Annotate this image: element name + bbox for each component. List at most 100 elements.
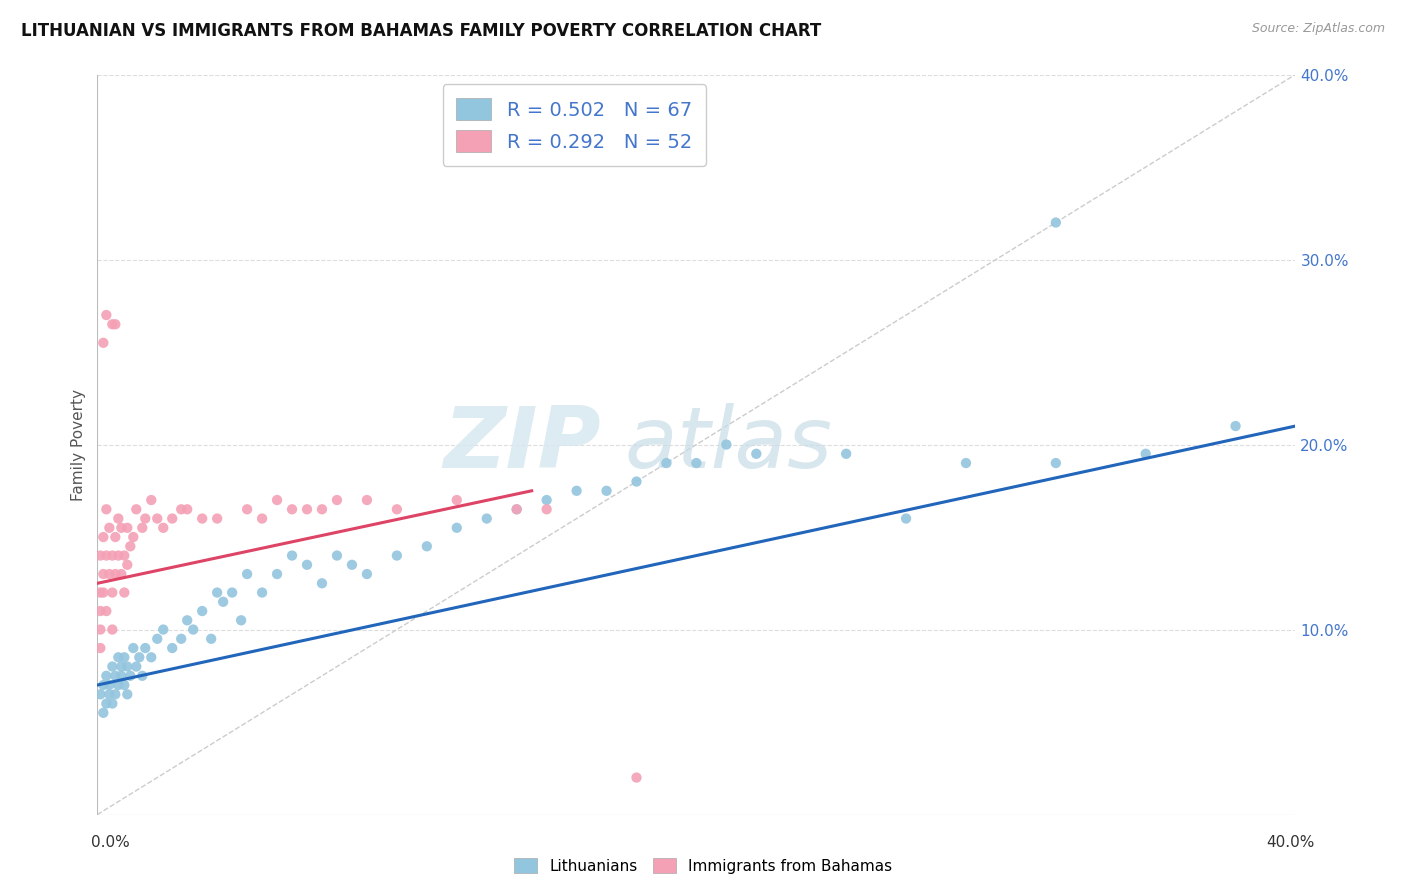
Point <box>146 511 169 525</box>
Point <box>125 659 148 673</box>
Point <box>120 539 142 553</box>
Point <box>191 511 214 525</box>
Point <box>505 502 527 516</box>
Point <box>122 530 145 544</box>
Point <box>101 623 124 637</box>
Point <box>89 585 111 599</box>
Point <box>655 456 678 470</box>
Point <box>176 613 198 627</box>
Point <box>93 530 115 544</box>
Point <box>160 511 183 525</box>
Point <box>117 558 139 572</box>
Point <box>160 641 183 656</box>
Point <box>446 521 468 535</box>
Text: 40.0%: 40.0% <box>1267 836 1315 850</box>
Point <box>221 585 243 599</box>
Point <box>295 502 318 516</box>
Point <box>134 641 156 656</box>
Point <box>112 549 135 563</box>
Point <box>117 659 139 673</box>
Point <box>104 567 127 582</box>
Legend: Lithuanians, Immigrants from Bahamas: Lithuanians, Immigrants from Bahamas <box>508 852 898 880</box>
Text: LITHUANIAN VS IMMIGRANTS FROM BAHAMAS FAMILY POVERTY CORRELATION CHART: LITHUANIAN VS IMMIGRANTS FROM BAHAMAS FA… <box>21 22 821 40</box>
Point <box>475 511 498 525</box>
Point <box>117 521 139 535</box>
Point <box>955 456 977 470</box>
Point <box>93 706 115 720</box>
Point <box>112 678 135 692</box>
Point <box>385 502 408 516</box>
Point <box>356 567 378 582</box>
Point <box>96 697 118 711</box>
Point <box>112 650 135 665</box>
Point <box>131 669 153 683</box>
Point <box>356 493 378 508</box>
Point <box>98 567 121 582</box>
Y-axis label: Family Poverty: Family Poverty <box>72 389 86 500</box>
Point <box>181 623 204 637</box>
Point <box>122 641 145 656</box>
Point <box>626 771 648 785</box>
Point <box>101 659 124 673</box>
Point <box>146 632 169 646</box>
Point <box>835 447 858 461</box>
Point <box>745 447 768 461</box>
Point <box>101 585 124 599</box>
Point <box>93 585 115 599</box>
Point <box>110 567 132 582</box>
Point <box>117 687 139 701</box>
Point <box>93 335 115 350</box>
Point <box>205 585 228 599</box>
Point <box>536 493 558 508</box>
Point <box>107 549 129 563</box>
Point <box>385 549 408 563</box>
Point <box>236 502 259 516</box>
Point <box>595 483 617 498</box>
Point <box>110 669 132 683</box>
Point <box>311 502 333 516</box>
Point <box>93 678 115 692</box>
Legend: R = 0.502   N = 67, R = 0.292   N = 52: R = 0.502 N = 67, R = 0.292 N = 52 <box>443 84 706 166</box>
Point <box>120 669 142 683</box>
Point <box>110 659 132 673</box>
Point <box>141 650 163 665</box>
Point <box>170 632 193 646</box>
Point <box>107 511 129 525</box>
Point <box>1225 419 1247 434</box>
Point <box>96 502 118 516</box>
Point <box>96 669 118 683</box>
Point <box>96 604 118 618</box>
Point <box>89 623 111 637</box>
Point <box>104 318 127 332</box>
Point <box>685 456 707 470</box>
Point <box>536 502 558 516</box>
Point <box>89 549 111 563</box>
Point <box>205 511 228 525</box>
Point <box>626 475 648 489</box>
Point <box>236 567 259 582</box>
Point <box>107 650 129 665</box>
Point <box>104 669 127 683</box>
Point <box>141 493 163 508</box>
Text: Source: ZipAtlas.com: Source: ZipAtlas.com <box>1251 22 1385 36</box>
Point <box>98 678 121 692</box>
Point <box>212 595 235 609</box>
Point <box>281 549 304 563</box>
Point <box>104 687 127 701</box>
Point <box>565 483 588 498</box>
Point <box>176 502 198 516</box>
Text: atlas: atlas <box>624 403 832 486</box>
Point <box>266 567 288 582</box>
Point <box>98 521 121 535</box>
Point <box>281 502 304 516</box>
Point <box>104 530 127 544</box>
Text: ZIP: ZIP <box>443 403 600 486</box>
Point <box>101 697 124 711</box>
Point <box>134 511 156 525</box>
Point <box>110 521 132 535</box>
Point <box>1045 215 1067 229</box>
Point <box>170 502 193 516</box>
Point <box>89 604 111 618</box>
Point <box>295 558 318 572</box>
Point <box>446 493 468 508</box>
